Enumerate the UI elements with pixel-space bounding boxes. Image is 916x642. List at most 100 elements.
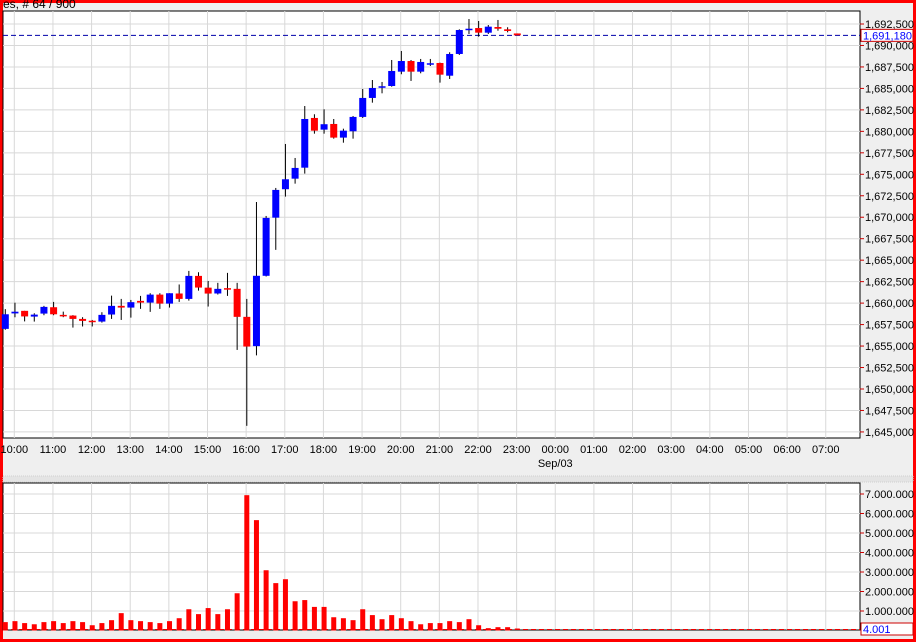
price-tick-label: 1,657,500 (865, 320, 914, 332)
candle-up (397, 61, 405, 72)
candle-up (40, 306, 48, 314)
volume-tick-label: 4.000.000 (865, 548, 914, 560)
volume-plot-area (2, 482, 861, 631)
time-tick-label: 02:00 (619, 444, 647, 456)
candle-down (117, 305, 125, 308)
time-tick-label: 23:00 (503, 444, 531, 456)
candle-up (465, 28, 473, 31)
price-tick-label: 1,692,500 (865, 19, 914, 31)
time-tick-label: 00:00 (541, 444, 569, 456)
volume-bar (398, 618, 404, 631)
price-plot-area (2, 10, 861, 439)
time-tick-label: 03:00 (657, 444, 685, 456)
time-tick-label: 04:00 (696, 444, 724, 456)
candle-up (417, 61, 425, 72)
panel-splitter (2, 475, 914, 483)
volume-bar (466, 619, 472, 631)
time-tick-label: 15:00 (194, 444, 222, 456)
price-tick-label: 1,650,000 (865, 384, 914, 396)
price-tick-label: 1,677,500 (865, 148, 914, 160)
volume-bar (167, 621, 173, 631)
time-tick-label: 18:00 (310, 444, 338, 456)
volume-bar (234, 593, 240, 631)
volume-bar (12, 621, 18, 631)
time-tick-label: 13:00 (116, 444, 144, 456)
volume-bar (196, 614, 201, 631)
candle-down (79, 318, 87, 321)
volume-bar (41, 622, 47, 631)
volume-bar (505, 627, 511, 631)
volume-bar (2, 622, 8, 631)
volume-bar (389, 615, 395, 631)
candle-up (108, 305, 116, 315)
candle-up (146, 294, 154, 303)
candle-up (252, 275, 260, 347)
volume-tick-label: 2.000.000 (865, 587, 914, 599)
volume-bar (253, 520, 259, 631)
volume-bar (118, 613, 124, 631)
volume-bar (244, 495, 250, 631)
volume-bar (215, 614, 221, 631)
volume-bar (273, 583, 279, 631)
candle-up (484, 26, 492, 33)
candle-up (426, 63, 434, 65)
volume-bar (22, 623, 28, 631)
price-tick-label: 1,687,500 (865, 62, 914, 74)
volume-bar (321, 606, 327, 631)
date-label: Sep/03 (538, 458, 573, 470)
price-tick-label: 1,690,000 (865, 40, 914, 52)
volume-bar (138, 621, 144, 631)
volume-bar (176, 618, 182, 631)
volume-bar (89, 625, 95, 631)
price-tick-label: 1,682,500 (865, 105, 914, 117)
last-price-label: 1,691,180 (863, 30, 912, 42)
price-tick-label: 1,672,500 (865, 191, 914, 203)
candle-up (281, 179, 289, 190)
time-tick-label: 12:00 (78, 444, 106, 456)
last-price-box (860, 28, 914, 42)
candle-down (494, 27, 502, 29)
candle-up (214, 288, 222, 294)
candle-up (127, 302, 135, 308)
time-tick-label: 22:00 (464, 444, 492, 456)
volume-tick-label: 7.000.000 (865, 489, 914, 501)
price-tick-label: 1,667,500 (865, 234, 914, 246)
candle-down (504, 29, 512, 31)
last-volume-label: 4.001 (863, 624, 891, 636)
time-tick-label: 16:00 (232, 444, 260, 456)
candle-down (137, 300, 145, 303)
candle-down (407, 61, 415, 72)
volume-bar (360, 609, 366, 631)
candle-down (195, 275, 202, 288)
time-tick-label: 07:00 (812, 444, 840, 456)
candle-down (156, 294, 164, 304)
candle-down (88, 320, 96, 323)
candle-down (310, 117, 318, 131)
candle-down (50, 307, 58, 315)
volume-bar (147, 622, 153, 631)
price-tick-label: 1,645,000 (865, 427, 914, 439)
volume-bar (350, 620, 356, 631)
candle-up (185, 275, 193, 299)
chart-title: es, # 64 / 900 (3, 0, 76, 11)
volume-tick-label: 3.000.000 (865, 567, 914, 579)
time-tick-label: 11:00 (40, 444, 67, 456)
time-tick-label: 17:00 (271, 444, 299, 456)
time-tick-label: 05:00 (735, 444, 763, 456)
volume-bar (447, 621, 453, 631)
volume-bar (427, 623, 433, 631)
price-tick-label: 1,660,000 (865, 298, 914, 310)
time-tick-label: 10:00 (1, 444, 29, 456)
volume-bar (379, 619, 385, 631)
volume-bar (369, 615, 375, 631)
last-volume-box (860, 622, 914, 636)
volume-bar (99, 623, 105, 631)
volume-bar (263, 570, 269, 631)
price-tick-label: 1,680,000 (865, 126, 914, 138)
candle-down (475, 28, 483, 33)
price-tick-label: 1,652,500 (865, 363, 914, 375)
candle-down (330, 123, 338, 138)
time-tick-label: 20:00 (387, 444, 415, 456)
candle-down (436, 62, 444, 75)
time-tick-label: 14:00 (155, 444, 183, 456)
